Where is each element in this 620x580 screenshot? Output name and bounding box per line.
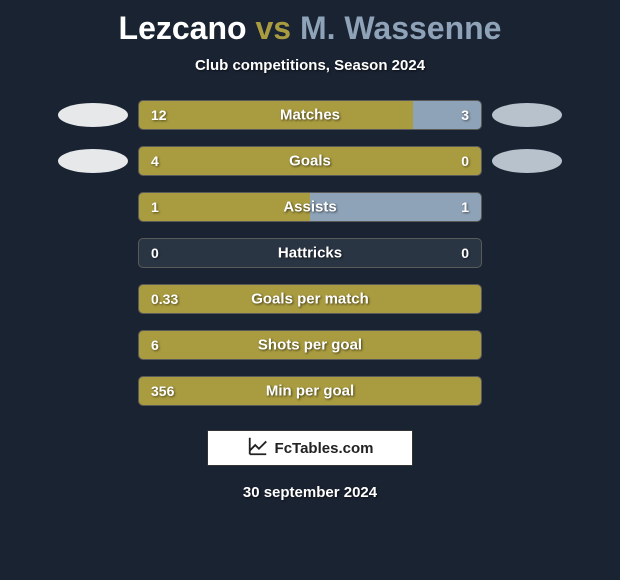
stat-row: 1 1 Assists xyxy=(0,192,620,222)
team-badge-right xyxy=(482,100,572,130)
stat-row: 12 3 Matches xyxy=(0,100,620,130)
badge-ellipse-icon xyxy=(58,103,128,127)
stat-value-player1: 1 xyxy=(151,199,159,215)
stat-row: 0.33 Goals per match xyxy=(0,284,620,314)
chart-icon xyxy=(247,435,269,462)
subtitle: Club competitions, Season 2024 xyxy=(195,57,425,74)
stat-bar-player1 xyxy=(139,101,413,129)
player2-name: M. Wassenne xyxy=(300,10,502,46)
stats-chart: 12 3 Matches 4 0 Goals 1 1 Assists 0 0 Hattricks 0.3… xyxy=(0,100,620,406)
team-badge-right xyxy=(482,192,572,222)
stat-value-player1: 0.33 xyxy=(151,291,178,307)
team-badge-left xyxy=(48,146,138,176)
stat-metric-label: Goals per match xyxy=(251,291,369,308)
stat-bar-track: 4 0 Goals xyxy=(138,146,482,176)
stat-metric-label: Hattricks xyxy=(278,245,342,262)
stat-value-player1: 4 xyxy=(151,153,159,169)
stat-bar-track: 0.33 Goals per match xyxy=(138,284,482,314)
player1-name: Lezcano xyxy=(119,10,247,46)
stat-row: 356 Min per goal xyxy=(0,376,620,406)
team-badge-left xyxy=(48,238,138,268)
stat-value-player1: 12 xyxy=(151,107,167,123)
team-badge-right xyxy=(482,376,572,406)
stat-value-player2: 3 xyxy=(461,107,469,123)
stat-value-player1: 356 xyxy=(151,383,174,399)
stat-metric-label: Min per goal xyxy=(266,383,354,400)
stat-value-player2: 0 xyxy=(461,153,469,169)
stat-metric-label: Matches xyxy=(280,107,340,124)
badge-ellipse-icon xyxy=(492,103,562,127)
date-label: 30 september 2024 xyxy=(243,484,377,501)
badge-ellipse-icon xyxy=(492,149,562,173)
team-badge-right xyxy=(482,284,572,314)
stat-bar-track: 1 1 Assists xyxy=(138,192,482,222)
stat-row: 4 0 Goals xyxy=(0,146,620,176)
stat-value-player2: 1 xyxy=(461,199,469,215)
stat-metric-label: Goals xyxy=(289,153,331,170)
team-badge-left xyxy=(48,376,138,406)
stat-bar-player2 xyxy=(413,101,481,129)
stat-row: 6 Shots per goal xyxy=(0,330,620,360)
attribution-text: FcTables.com xyxy=(275,440,374,457)
stat-bar-track: 0 0 Hattricks xyxy=(138,238,482,268)
team-badge-left xyxy=(48,330,138,360)
stat-bar-track: 12 3 Matches xyxy=(138,100,482,130)
vs-label: vs xyxy=(255,10,291,46)
team-badge-right xyxy=(482,238,572,268)
stat-value-player2: 0 xyxy=(461,245,469,261)
stat-bar-track: 6 Shots per goal xyxy=(138,330,482,360)
team-badge-left xyxy=(48,192,138,222)
stat-row: 0 0 Hattricks xyxy=(0,238,620,268)
team-badge-left xyxy=(48,100,138,130)
team-badge-right xyxy=(482,146,572,176)
stat-value-player1: 6 xyxy=(151,337,159,353)
stat-metric-label: Assists xyxy=(283,199,336,216)
stat-metric-label: Shots per goal xyxy=(258,337,362,354)
comparison-title: Lezcano vs M. Wassenne xyxy=(119,10,502,47)
attribution-badge: FcTables.com xyxy=(207,430,413,466)
team-badge-right xyxy=(482,330,572,360)
team-badge-left xyxy=(48,284,138,314)
stat-bar-track: 356 Min per goal xyxy=(138,376,482,406)
badge-ellipse-icon xyxy=(58,149,128,173)
stat-value-player1: 0 xyxy=(151,245,159,261)
